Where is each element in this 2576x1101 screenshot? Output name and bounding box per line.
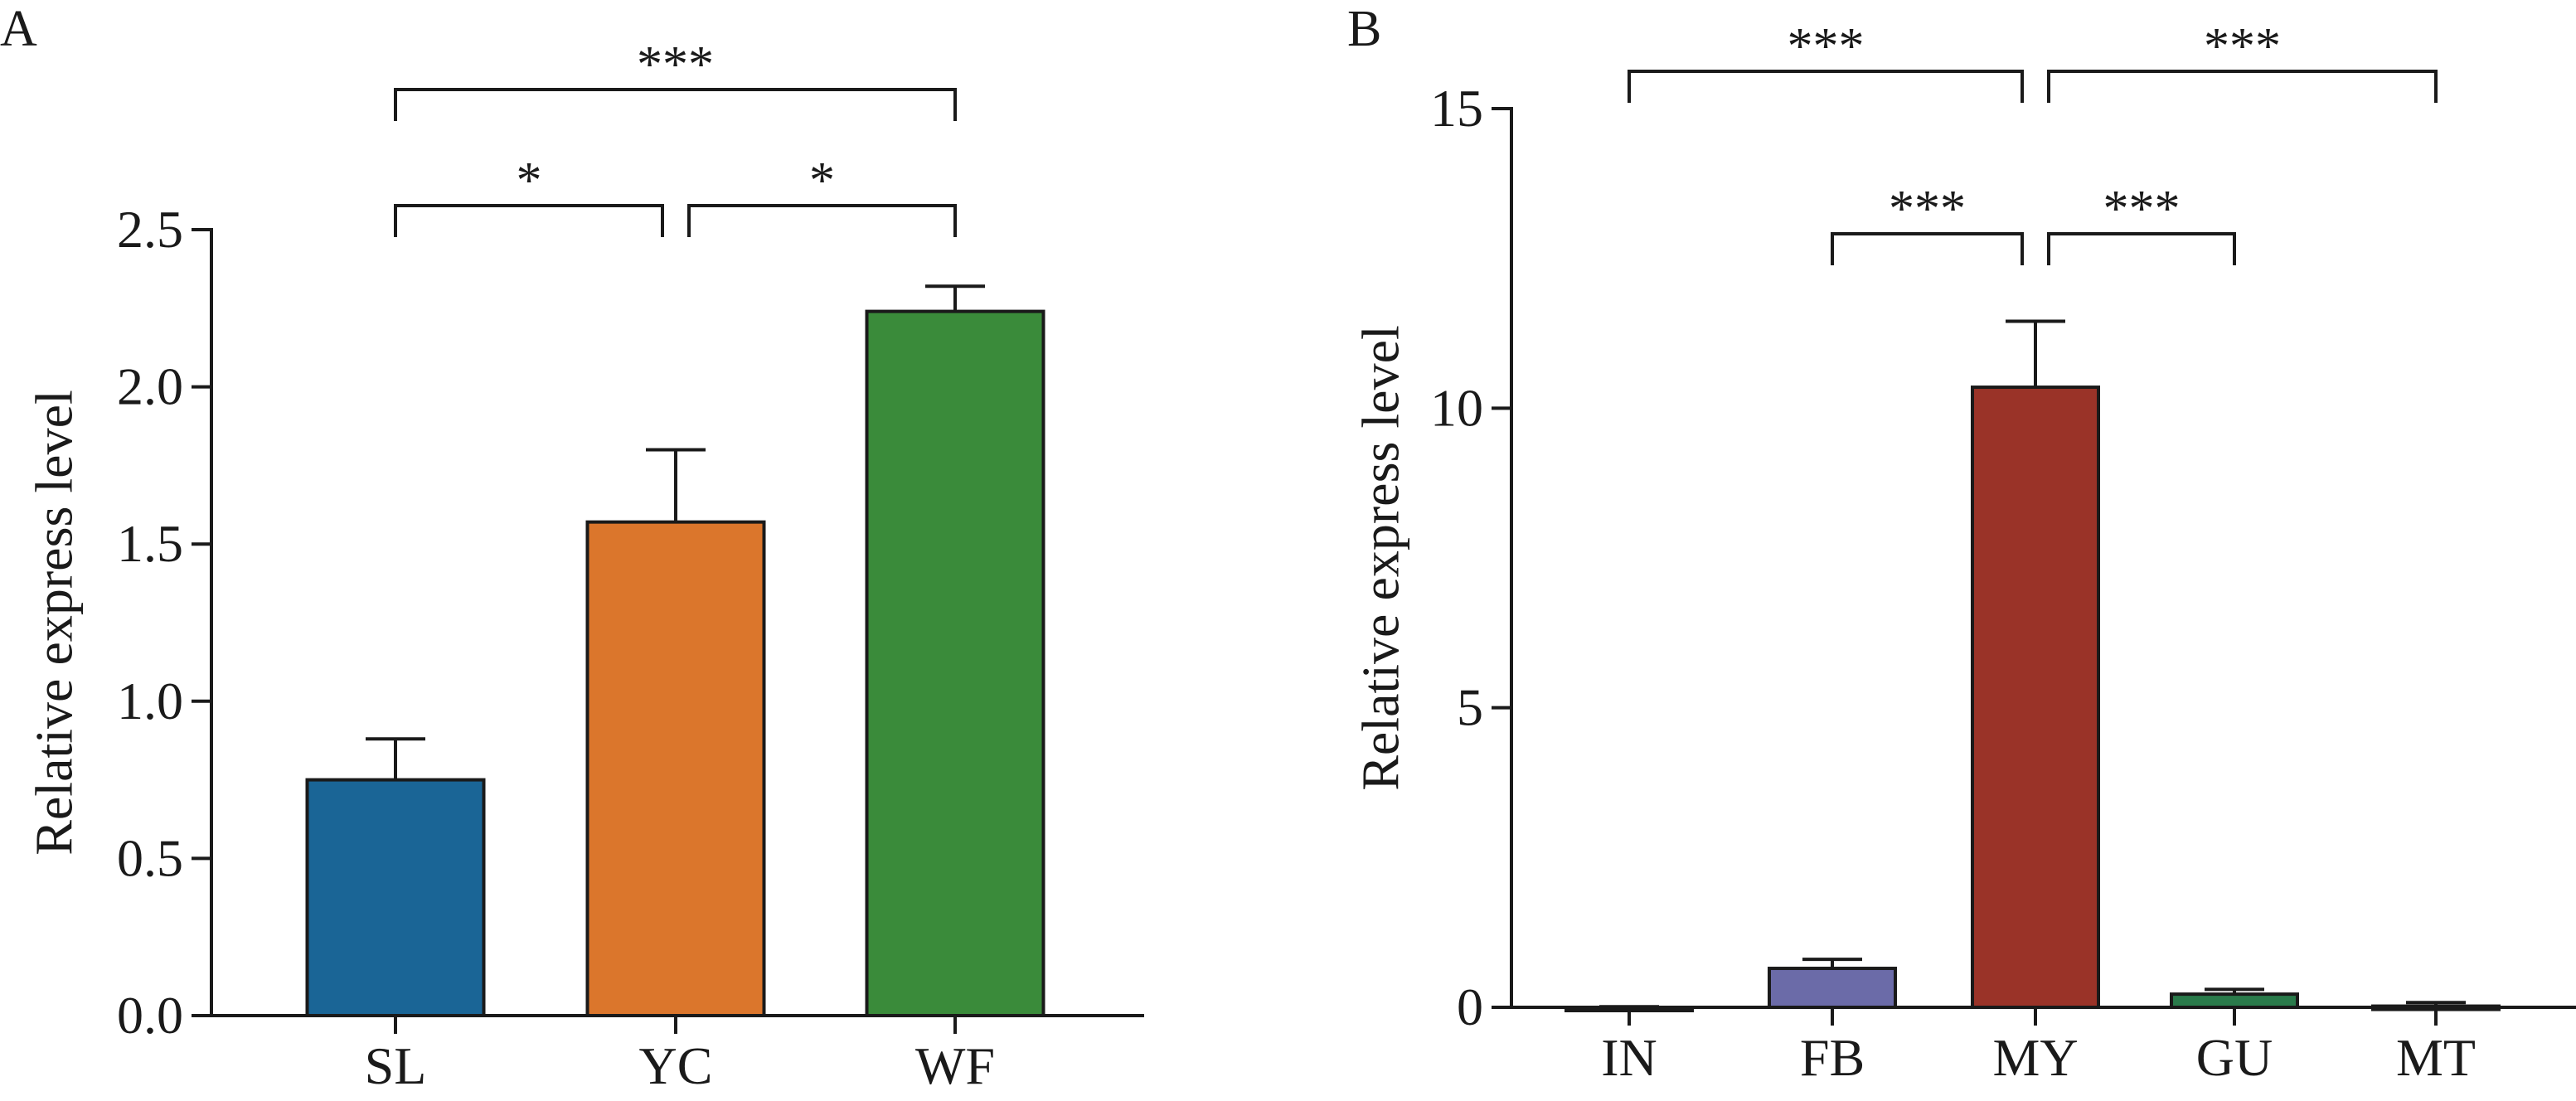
x-tick-label: SL <box>365 1036 427 1095</box>
x-tick-label: MY <box>1992 1028 2078 1087</box>
significance-label: * <box>517 153 542 209</box>
y-tick-label: 2.0 <box>117 357 183 416</box>
x-tick-label: YC <box>639 1036 713 1095</box>
y-tick-label: 15 <box>1430 79 1483 138</box>
significance-bracket <box>1628 70 2024 103</box>
panel-label: A <box>0 1 37 57</box>
bar-wf <box>865 309 1045 1018</box>
x-tick-label: WF <box>915 1036 995 1095</box>
y-tick-label: 5 <box>1457 678 1483 737</box>
significance-label: *** <box>637 36 714 93</box>
x-tick-label: FB <box>1800 1028 1865 1087</box>
x-tick-label: GU <box>2196 1028 2273 1087</box>
significance-bracket <box>2047 70 2438 103</box>
significance-bracket <box>394 204 664 237</box>
significance-label: *** <box>1889 181 1966 237</box>
chart-panel-b: B 0 5 10 15 Relative express level IN FB MY GU MT *… <box>1347 1 2576 1087</box>
y-axis-label: Relative express level <box>25 390 84 856</box>
significance-bracket <box>687 204 957 237</box>
x-tick-label: IN <box>1601 1028 1657 1087</box>
y-tick-label: 0.5 <box>117 828 183 887</box>
significance-bracket <box>1831 232 2024 265</box>
bar-gu <box>2170 992 2299 1009</box>
y-tick-label: 1.0 <box>117 672 183 730</box>
x-tick-label: MT <box>2396 1028 2476 1087</box>
significance-bracket <box>2047 232 2236 265</box>
significance-bracket <box>394 88 957 121</box>
y-tick-label: 2.5 <box>117 200 183 259</box>
chart-panel-a: A 0.0 0.5 1.0 1.5 2.0 2.5 Relative express leve… <box>0 1 1144 1095</box>
bar-fb <box>1768 967 1897 1009</box>
y-tick-label: 10 <box>1430 378 1483 437</box>
y-tick-label: 0 <box>1457 977 1483 1036</box>
y-tick-label: 0.0 <box>117 986 183 1045</box>
y-axis-label: Relative express level <box>1351 325 1410 791</box>
bar-yc <box>585 520 766 1017</box>
significance-label: *** <box>2204 18 2281 75</box>
significance-label: * <box>809 153 835 209</box>
bar-my <box>1971 386 2100 1010</box>
panel-label: B <box>1347 1 1381 57</box>
significance-label: *** <box>2103 181 2181 237</box>
bar-sl <box>305 778 486 1017</box>
y-tick-label: 1.5 <box>117 514 183 573</box>
significance-label: *** <box>1788 18 1865 75</box>
